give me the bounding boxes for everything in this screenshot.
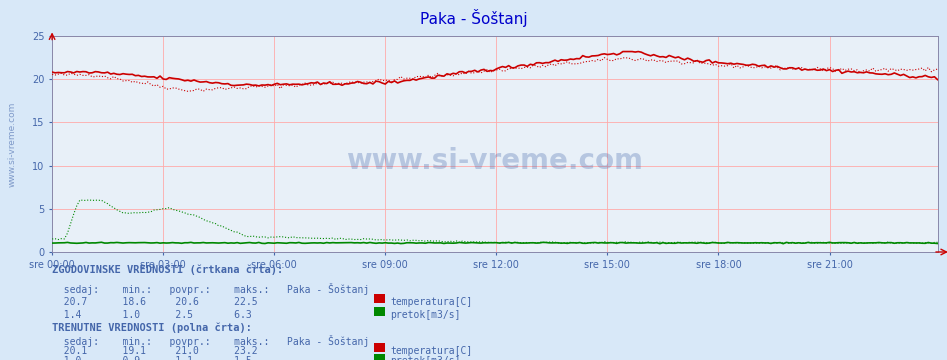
- Text: 1.0       0.9      1.1       1.5: 1.0 0.9 1.1 1.5: [52, 356, 252, 360]
- Text: sedaj:    min.:   povpr.:    maks.:   Paka - Šoštanj: sedaj: min.: povpr.: maks.: Paka - Šošta…: [52, 335, 369, 347]
- Text: temperatura[C]: temperatura[C]: [390, 297, 473, 307]
- Text: temperatura[C]: temperatura[C]: [390, 346, 473, 356]
- Text: TRENUTNE VREDNOSTI (polna črta):: TRENUTNE VREDNOSTI (polna črta):: [52, 322, 252, 333]
- Text: 20.7      18.6     20.6      22.5: 20.7 18.6 20.6 22.5: [52, 297, 258, 307]
- Text: pretok[m3/s]: pretok[m3/s]: [390, 310, 460, 320]
- Text: ZGODOVINSKE VREDNOSTI (črtkana črta):: ZGODOVINSKE VREDNOSTI (črtkana črta):: [52, 265, 283, 275]
- Text: Paka - Šoštanj: Paka - Šoštanj: [420, 9, 527, 27]
- Text: sedaj:    min.:   povpr.:    maks.:   Paka - Šoštanj: sedaj: min.: povpr.: maks.: Paka - Šošta…: [52, 283, 369, 294]
- Text: www.si-vreme.com: www.si-vreme.com: [347, 147, 643, 175]
- Text: 1.4       1.0      2.5       6.3: 1.4 1.0 2.5 6.3: [52, 310, 252, 320]
- Text: 20.1      19.1     21.0      23.2: 20.1 19.1 21.0 23.2: [52, 346, 258, 356]
- Text: www.si-vreme.com: www.si-vreme.com: [8, 101, 17, 187]
- Text: pretok[m3/s]: pretok[m3/s]: [390, 356, 460, 360]
